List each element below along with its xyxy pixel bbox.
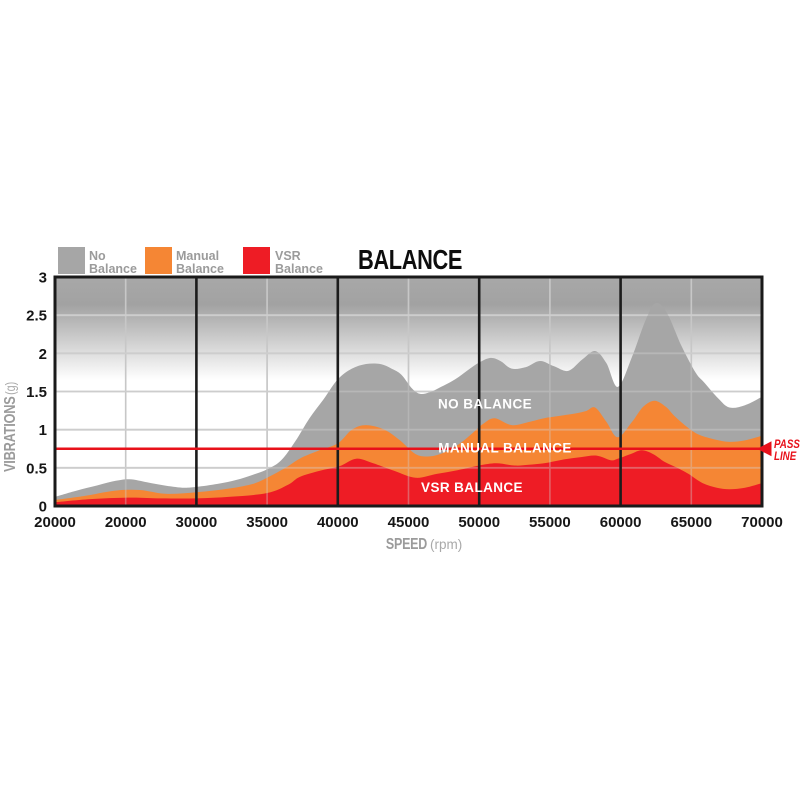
y-tick-label: 0.5 [26,460,47,477]
no-balance-area-label: NO BALANCE [438,397,532,412]
pass-line-arrow-icon [757,441,772,457]
y-tick-label: 3 [39,270,47,287]
x-tick-label: 20000 [105,514,147,531]
pass-line-label-line1: PASS [774,438,800,451]
x-tick-label: 65000 [670,514,712,531]
x-tick-label: 70000 [741,514,783,531]
x-tick-label: 35000 [246,514,288,531]
gridlines-overlay [55,277,762,506]
major-vertical-lines [195,277,622,506]
legend: No Balance Manual Balance VSR Balance [58,247,323,276]
x-axis-title: SPEED [386,536,427,554]
legend-swatch-vsr-balance [243,247,270,274]
y-tick-label: 0 [39,499,47,516]
x-tick-label: 30000 [176,514,218,531]
y-tick-label: 2.5 [26,308,47,325]
y-tick-label: 2 [39,346,47,363]
vsr-balance-area [55,450,762,506]
legend-label-no-line2: Balance [89,262,137,276]
y-axis-title: VIBRATIONS(g) [2,382,20,472]
x-tick-label: 60000 [600,514,642,531]
legend-swatch-no-balance [58,247,85,274]
legend-label-no-line1: No [89,249,106,263]
legend-label-vsr-line2: Balance [275,262,323,276]
chart-title: BALANCE [358,244,462,275]
series-areas [55,302,762,506]
legend-label-manual-line2: Balance [176,262,224,276]
vsr-balance-area-label: VSR BALANCE [421,480,523,495]
legend-label-vsr-line1: VSR [275,249,301,263]
x-axis-unit: (rpm) [430,537,462,552]
x-tick-label: 55000 [529,514,571,531]
pass-line-label-line2: LINE [774,450,797,463]
y-axis-tick-labels: 3 2.5 2 1.5 1 0.5 0 [26,270,47,516]
x-tick-label: 45000 [388,514,430,531]
y-tick-label: 1.5 [26,384,47,401]
legend-label-manual-line1: Manual [176,249,219,263]
y-tick-label: 1 [39,422,47,439]
plot-border [53,275,764,508]
manual-balance-area-label: MANUAL BALANCE [438,441,572,456]
x-axis-tick-labels: 20000 20000 30000 35000 40000 45000 50000 55000… [34,514,783,531]
x-tick-label: 40000 [317,514,359,531]
legend-swatch-manual-balance [145,247,172,274]
x-tick-label: 20000 [34,514,76,531]
x-tick-label: 50000 [458,514,500,531]
